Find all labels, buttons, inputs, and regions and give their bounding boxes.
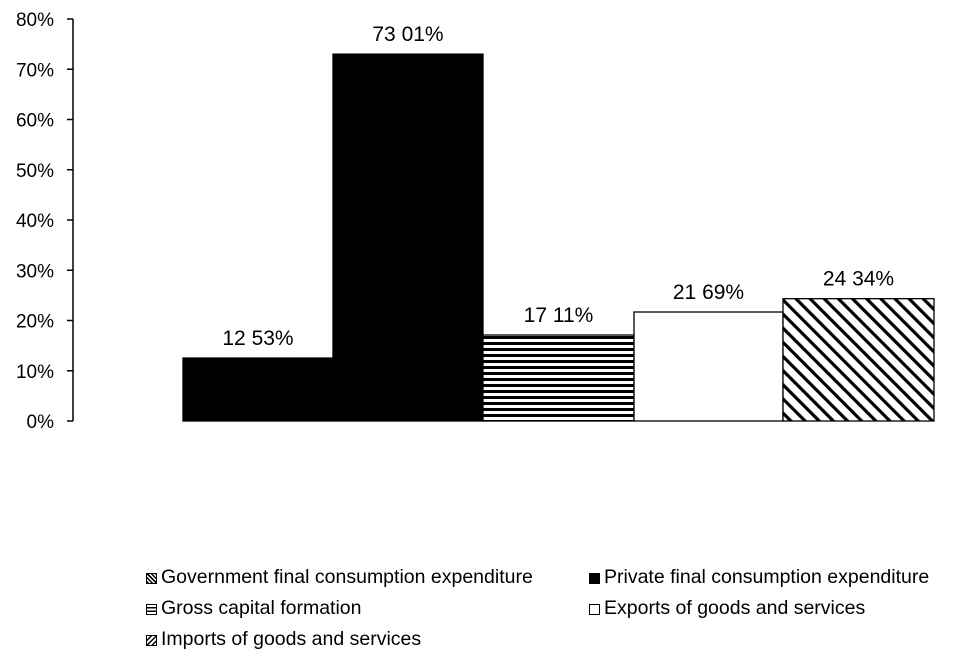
legend-item-government: Government final consumption expenditure [146,566,533,589]
legend-item-private: Private final consumption expenditure [589,566,929,589]
data-label-4: 21 69% [673,281,744,304]
y-tick-label: 60% [16,111,54,132]
legend-label-gross-capital: Gross capital formation [161,597,362,619]
data-label-3: 17 11% [524,304,594,327]
y-tick-label: 10% [16,362,54,383]
bar-4 [633,311,784,422]
y-tick-label: 50% [16,161,54,182]
y-tick-label: 0% [27,412,55,433]
legend-label-exports: Exports of goods and services [604,597,866,619]
data-label-2: 73 01% [372,23,443,46]
bar-3 [482,334,635,422]
legend-swatch-private [589,573,600,584]
bar-1 [182,357,334,422]
bar-2 [332,53,484,422]
bar-chart: 0%10%20%30%40%50%60%70%80% 12 53%73 01%1… [16,10,935,433]
y-tick-label: 80% [16,10,54,31]
legend-swatch-imports [146,635,157,646]
data-labels: 12 53% 73 01% 17 11% 21 69% 24 34% [222,23,894,350]
bars [182,53,935,422]
data-label-1: 12 53% [222,327,293,350]
legend-swatch-government [146,573,157,584]
legend-label-government: Government final consumption expenditure [161,566,533,588]
y-tick-label: 20% [16,312,54,333]
legend: Government final consumption expenditure… [146,566,969,656]
legend-label-imports: Imports of goods and services [161,628,422,650]
y-tick-label: 40% [16,211,54,232]
data-label-5: 24 34% [823,268,894,291]
y-tick-label: 70% [16,60,54,81]
legend-label-private: Private final consumption expenditure [604,566,930,588]
bar-5 [782,298,935,422]
legend-item-imports: Imports of goods and services [146,628,421,651]
y-axis: 0% 10% 20% 30% 40% 50% 60% 70% 80% [16,10,74,433]
y-tick-label: 30% [16,261,54,282]
legend-swatch-gross-capital [146,604,157,615]
legend-swatch-exports [589,604,600,615]
legend-item-gross-capital: Gross capital formation [146,597,362,620]
legend-item-exports: Exports of goods and services [589,597,865,620]
